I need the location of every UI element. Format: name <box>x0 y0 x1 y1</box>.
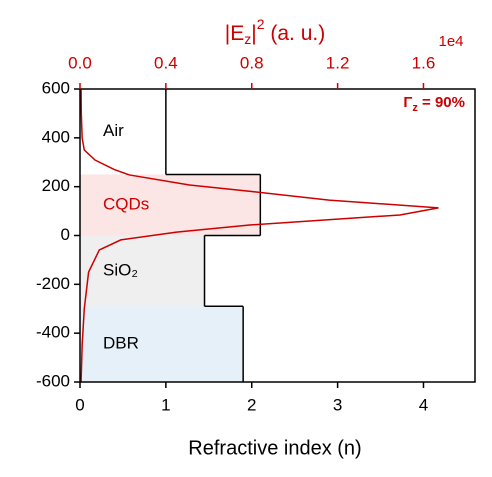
x-tick-label: 0 <box>75 395 84 414</box>
y-tick-label: -400 <box>36 323 70 342</box>
x-tick-label: 3 <box>333 395 342 414</box>
label-part: | <box>251 22 256 45</box>
x2-offset: 1e4 <box>438 33 463 50</box>
y-tick-label: 400 <box>42 127 70 146</box>
x2-tick-label: 0.4 <box>154 53 178 72</box>
annotation-part: z <box>412 102 418 114</box>
layer-label: CQDs <box>103 194 149 213</box>
layer-shade <box>80 174 261 236</box>
label-part: 2 <box>257 16 265 32</box>
x2-tick-label: 1.6 <box>412 53 436 72</box>
x2-tick-label: 1.2 <box>326 53 350 72</box>
y-tick-label: 200 <box>42 176 70 195</box>
x-tick-label: 2 <box>247 395 256 414</box>
layer-shade <box>80 306 244 382</box>
x2-axis-label: |Ez|2 (a. u.) <box>225 16 325 47</box>
y-tick-label: -600 <box>36 371 70 390</box>
y-tick-label: -200 <box>36 274 70 293</box>
annotation-part: Γ <box>403 94 412 111</box>
y-tick-label: 0 <box>61 225 70 244</box>
x-tick-label: 1 <box>161 395 170 414</box>
x2-tick-label: 0.8 <box>240 53 264 72</box>
label-part: |E <box>225 22 244 45</box>
x-axis-label: Refractive index (n) <box>188 437 361 459</box>
field-curve <box>80 88 439 383</box>
label-part: (a. u.) <box>265 22 326 45</box>
x-tick-label: 4 <box>419 395 428 414</box>
x2-tick-label: 0.0 <box>68 53 92 72</box>
layer-label: Air <box>103 121 124 140</box>
annotation-part: = 90% <box>418 94 465 111</box>
label-part: z <box>244 31 251 47</box>
y-tick-label: 600 <box>42 78 70 97</box>
layer-label: DBR <box>103 334 139 353</box>
layer-shade <box>80 235 205 307</box>
layer-label: SiO₂ <box>103 260 138 279</box>
annotation: Γz = 90% <box>403 94 465 114</box>
